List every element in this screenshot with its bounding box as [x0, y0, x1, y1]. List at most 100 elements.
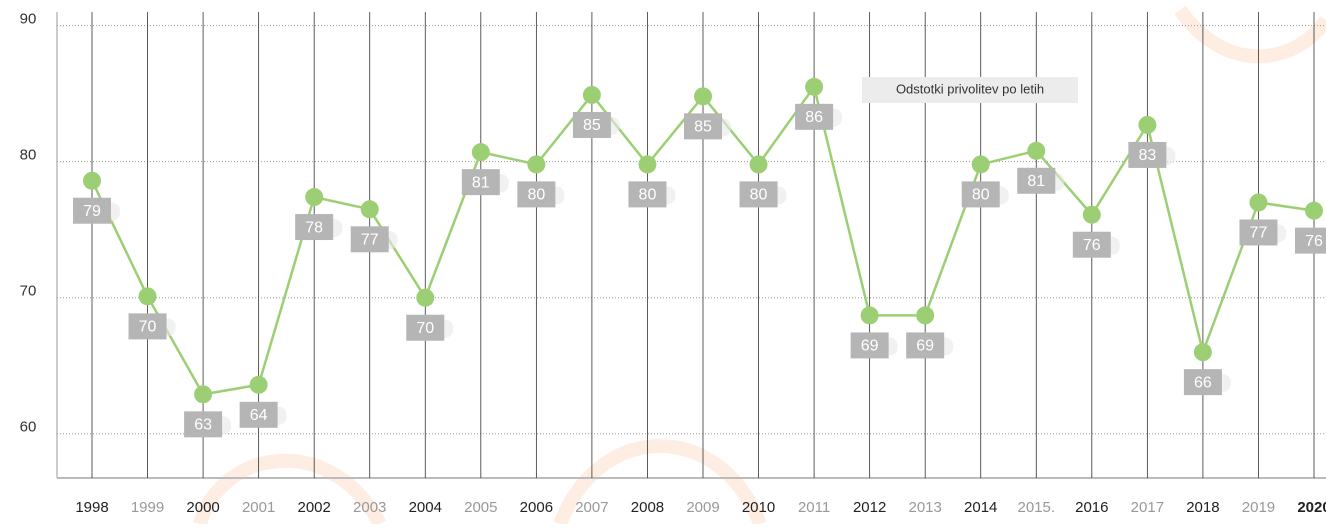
data-label: 85 [694, 119, 712, 136]
x-tick-label: 2004 [409, 499, 442, 516]
x-tick-label: 2011 [798, 499, 830, 516]
data-label: 69 [916, 338, 934, 355]
legend: Odstotki privolitev po letih [862, 77, 1078, 103]
data-point [1138, 115, 1157, 134]
swirl [553, 439, 767, 527]
y-tick-label: 70 [20, 283, 37, 300]
data-label: 80 [972, 187, 990, 204]
x-tick-label: 2003 [353, 499, 386, 516]
x-tick-label: 2009 [686, 499, 719, 516]
x-tick-label: 2012 [853, 499, 886, 516]
data-point [83, 171, 101, 190]
data-point [638, 155, 657, 174]
x-tick-label: 2005 [464, 499, 497, 516]
swirl [193, 453, 387, 528]
data-point [582, 85, 601, 104]
data-point [1249, 193, 1268, 212]
data-label: 63 [194, 417, 212, 434]
data-point [749, 155, 768, 174]
data-point [471, 143, 490, 162]
data-label: 80 [750, 187, 768, 204]
data-label: 85 [583, 117, 601, 134]
label-box [1239, 219, 1278, 246]
data-label: 76 [1305, 233, 1323, 250]
data-point [805, 77, 824, 96]
data-label: 69 [861, 338, 879, 355]
y-tick-label: 60 [20, 419, 37, 436]
label-box [1017, 167, 1056, 194]
data-label: 66 [1194, 374, 1212, 391]
data-point [1305, 201, 1323, 220]
data-label: 79 [83, 203, 101, 220]
y-tick-label: 80 [20, 147, 37, 164]
label-box [73, 197, 111, 224]
data-label: 70 [416, 320, 434, 337]
label-box [850, 332, 889, 359]
x-tick-label: 2014 [964, 499, 997, 516]
label-box [795, 103, 834, 130]
data-point [194, 385, 213, 404]
data-point [1082, 205, 1101, 224]
data-point [916, 306, 935, 325]
x-tick-label: 2008 [631, 499, 664, 516]
data-point [360, 200, 379, 219]
x-tick-label: 2017 [1131, 499, 1164, 516]
data-point [305, 188, 324, 207]
x-tick-label: 2018 [1186, 499, 1219, 516]
legend-label: Odstotki privolitev po letih [896, 81, 1044, 96]
y-tick-label: 90 [20, 11, 37, 28]
data-point [249, 375, 268, 394]
x-tick-label: 2010 [742, 499, 775, 516]
label-box [739, 181, 778, 208]
data-label: 77 [1250, 225, 1268, 242]
label-box [184, 411, 223, 438]
data-label: 83 [1138, 147, 1156, 164]
data-point [416, 288, 435, 307]
x-tick-label: 1999 [131, 499, 164, 516]
data-label: 80 [639, 187, 657, 204]
data-point [971, 155, 990, 174]
label-box [406, 314, 445, 341]
data-label: 80 [527, 187, 545, 204]
label-box [128, 313, 167, 340]
data-label: 86 [805, 109, 823, 126]
x-tick-label: 2000 [186, 499, 219, 516]
label-box [1072, 231, 1111, 258]
data-label: 76 [1083, 237, 1101, 254]
x-tick-label: 2015. [1017, 499, 1055, 516]
label-box [684, 113, 722, 140]
data-point [138, 287, 157, 306]
background-decoration [193, 5, 1326, 528]
label-box [239, 401, 278, 428]
data-label: 77 [361, 232, 379, 249]
data-point [527, 155, 546, 174]
x-tick-label: 2020 [1297, 499, 1326, 516]
x-tick-label: 2007 [575, 499, 608, 516]
label-box [572, 111, 611, 138]
x-tick-label: 2001 [242, 499, 275, 516]
data-label: 78 [305, 219, 323, 236]
data-point [860, 306, 879, 325]
data-point [1027, 141, 1046, 160]
legend-box [862, 77, 1078, 103]
label-box [906, 332, 945, 359]
label-box [1183, 369, 1222, 396]
data-label: 64 [250, 407, 268, 424]
label-box [350, 226, 389, 253]
label-box [461, 169, 500, 196]
x-tick-label: 2016 [1075, 499, 1108, 516]
swirl [1174, 5, 1326, 64]
x-tick-label: 1998 [75, 499, 108, 516]
x-tick-label: 2019 [1242, 499, 1275, 516]
data-label: 70 [139, 319, 157, 336]
x-tick-label: 2006 [520, 499, 553, 516]
label-box [1295, 227, 1326, 254]
label-box [1128, 141, 1167, 168]
data-label: 81 [472, 174, 490, 191]
label-box [517, 181, 556, 208]
label-box [628, 181, 667, 208]
x-tick-label: 2002 [297, 499, 330, 516]
data-point [1193, 343, 1212, 362]
